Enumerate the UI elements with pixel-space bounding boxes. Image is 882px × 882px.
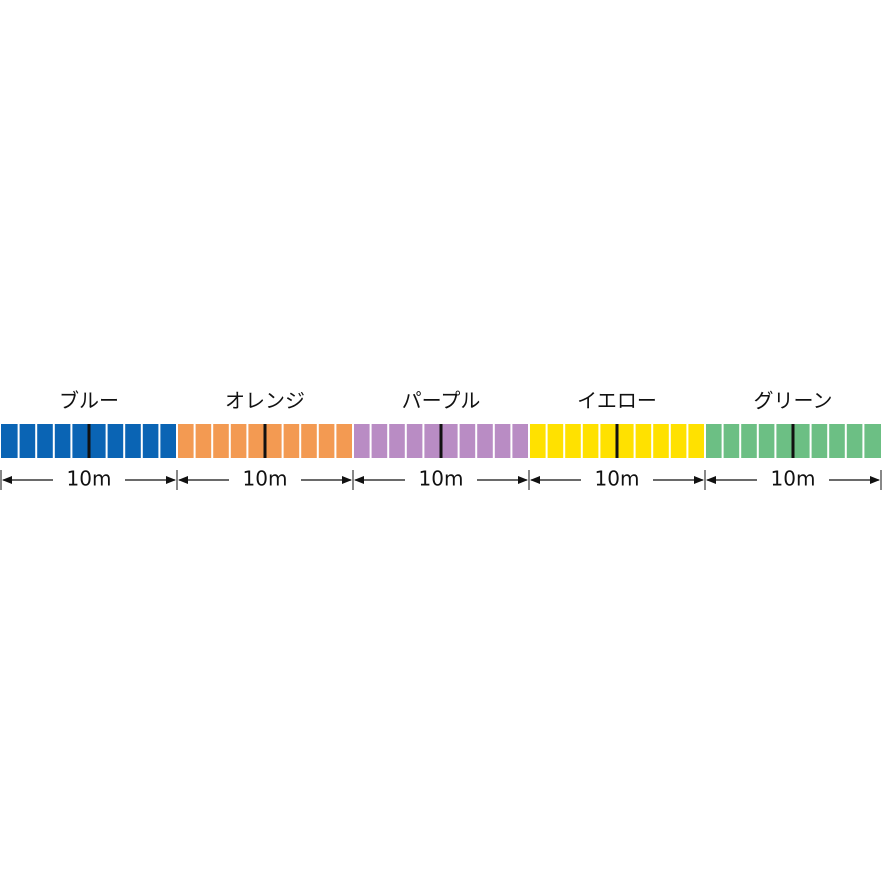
divider <box>844 424 847 458</box>
segment-name: イエロー <box>577 389 657 413</box>
divider <box>140 424 143 458</box>
length-label: 10m <box>419 467 464 491</box>
length-label: 10m <box>67 467 112 491</box>
divider <box>193 424 196 458</box>
middle-marker <box>439 424 443 458</box>
divider <box>563 424 566 458</box>
divider <box>545 424 548 458</box>
divider <box>246 424 249 458</box>
divider <box>387 424 390 458</box>
divider <box>598 424 601 458</box>
divider <box>422 424 425 458</box>
divider <box>510 424 513 458</box>
divider <box>633 424 636 458</box>
divider <box>334 424 337 458</box>
divider <box>316 424 319 458</box>
divider <box>756 424 759 458</box>
arrow-head <box>178 476 188 484</box>
arrow-head <box>342 476 352 484</box>
divider <box>70 424 73 458</box>
arrow-head <box>518 476 528 484</box>
arrow-head <box>706 476 716 484</box>
divider <box>52 424 55 458</box>
divider <box>492 424 495 458</box>
divider <box>528 424 530 458</box>
divider <box>211 424 214 458</box>
middle-marker <box>263 424 267 458</box>
divider <box>123 424 126 458</box>
divider <box>827 424 830 458</box>
divider <box>281 424 284 458</box>
arrow-head <box>2 476 12 484</box>
divider <box>651 424 654 458</box>
middle-marker <box>615 424 619 458</box>
arrow-head <box>870 476 880 484</box>
divider <box>704 424 706 458</box>
segment-name: オレンジ <box>225 389 305 413</box>
divider <box>475 424 478 458</box>
divider <box>721 424 724 458</box>
middle-marker <box>791 424 795 458</box>
divider <box>686 424 689 458</box>
middle-marker <box>87 424 91 458</box>
divider <box>299 424 302 458</box>
divider <box>668 424 671 458</box>
divider <box>158 424 161 458</box>
divider <box>774 424 777 458</box>
length-label: 10m <box>771 467 816 491</box>
segment-name: グリーン <box>754 389 833 413</box>
divider <box>862 424 865 458</box>
divider <box>35 424 38 458</box>
divider <box>580 424 583 458</box>
segment-name: ブルー <box>59 389 119 413</box>
arrow-head <box>354 476 364 484</box>
arrow-head <box>694 476 704 484</box>
divider <box>17 424 20 458</box>
arrow-head <box>166 476 176 484</box>
divider <box>369 424 372 458</box>
divider <box>176 424 178 458</box>
divider <box>228 424 231 458</box>
segment-name: パープル <box>402 389 481 413</box>
arrow-head <box>530 476 540 484</box>
divider <box>809 424 812 458</box>
length-label: 10m <box>595 467 640 491</box>
divider <box>105 424 108 458</box>
divider <box>404 424 407 458</box>
divider <box>457 424 460 458</box>
length-label: 10m <box>243 467 288 491</box>
divider <box>352 424 354 458</box>
divider <box>739 424 742 458</box>
